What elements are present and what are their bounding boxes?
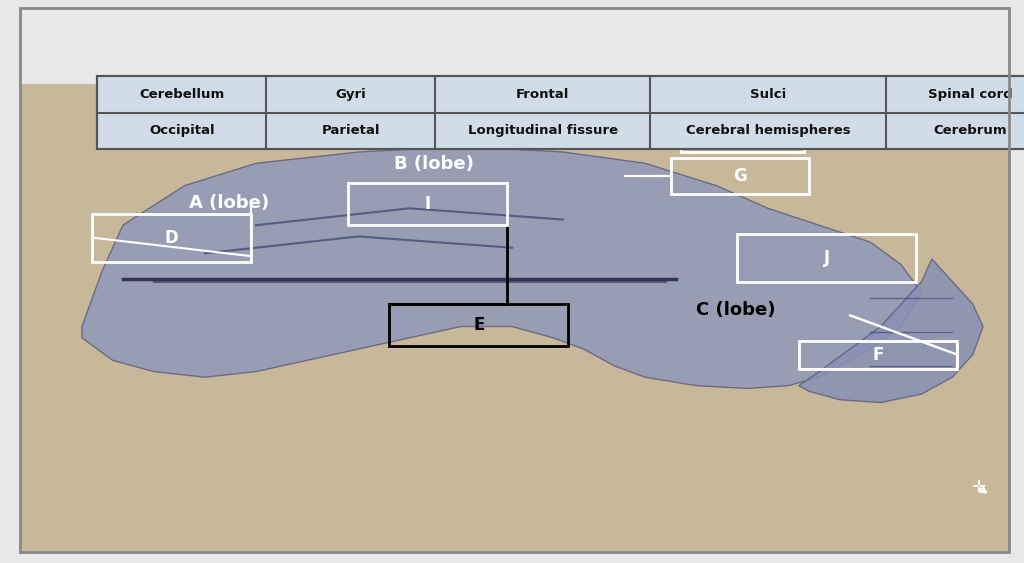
Bar: [97, 76, 1024, 149]
Text: Parietal: Parietal: [322, 124, 380, 137]
Bar: [799, 341, 957, 369]
Text: A (lobe): A (lobe): [189, 194, 269, 212]
Text: C (lobe): C (lobe): [696, 301, 776, 319]
Text: F: F: [872, 346, 884, 364]
Text: J: J: [824, 249, 829, 266]
Text: D: D: [165, 229, 178, 247]
Bar: [92, 214, 251, 262]
Text: B (lobe): B (lobe): [394, 155, 474, 173]
Text: G: G: [733, 167, 746, 185]
Text: Sulci: Sulci: [750, 88, 786, 101]
Text: Cerebral hemispheres: Cerebral hemispheres: [686, 124, 850, 137]
Text: ✛: ✛: [971, 478, 985, 496]
Bar: [20, 84, 1009, 552]
Polygon shape: [82, 146, 922, 388]
Polygon shape: [799, 259, 983, 403]
Text: Cerebellum: Cerebellum: [139, 88, 224, 101]
Text: Longitudinal fissure: Longitudinal fissure: [468, 124, 617, 137]
Text: Gyri: Gyri: [335, 88, 367, 101]
Bar: [348, 183, 507, 225]
Bar: [737, 234, 916, 282]
Bar: [681, 115, 804, 152]
Bar: [389, 304, 568, 346]
Text: Cerebrum: Cerebrum: [934, 124, 1007, 137]
Text: E: E: [473, 316, 484, 334]
Bar: [671, 158, 809, 194]
Text: Spinal cord: Spinal cord: [928, 88, 1013, 101]
Text: Frontal: Frontal: [516, 88, 569, 101]
Text: H: H: [735, 125, 750, 142]
Text: Occipital: Occipital: [148, 124, 215, 137]
Text: I: I: [425, 195, 430, 213]
